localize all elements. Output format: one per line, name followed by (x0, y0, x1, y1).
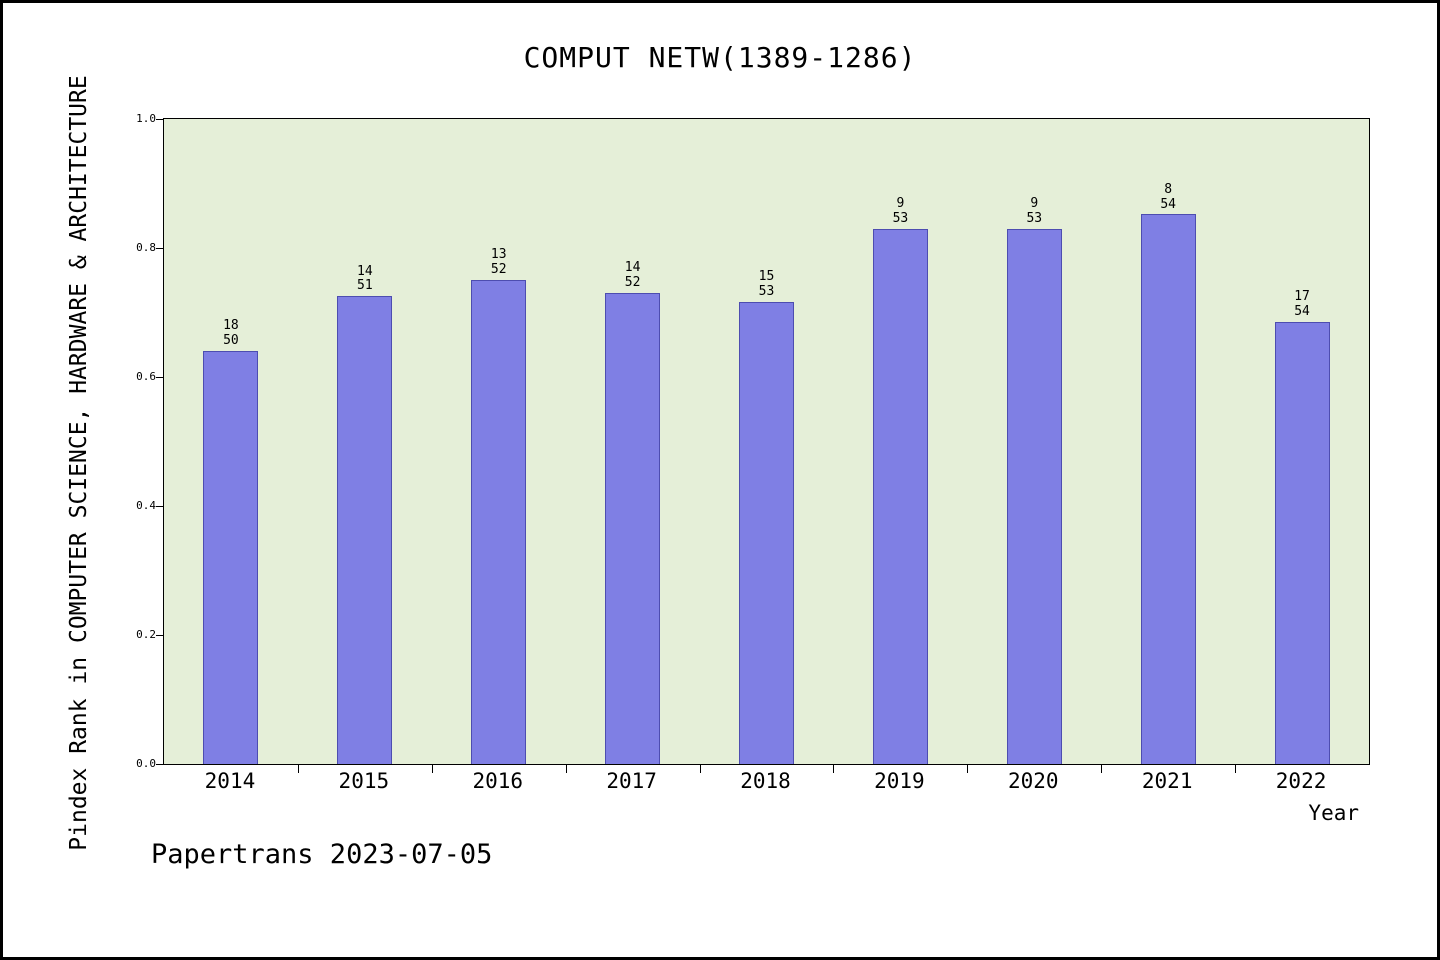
bar-value-line: 50 (223, 333, 239, 349)
bar-value-line: 14 (624, 259, 641, 275)
bar-2021 (1140, 214, 1196, 764)
bar-slot: 15 53 (700, 119, 834, 764)
bar-value-line: 53 (1026, 210, 1043, 226)
bar-2019 (872, 228, 928, 764)
bar-slot: 14 51 (298, 119, 432, 764)
bar-value-label: 15 53 (758, 268, 775, 300)
x-tick-label: 2021 (1141, 769, 1193, 793)
y-tick-label: 0.6 (136, 370, 156, 383)
x-tick-label: 2019 (874, 769, 925, 793)
y-tick-label: 1.0 (136, 112, 156, 125)
bar-value-line: 52 (490, 262, 507, 278)
bar-value-line: 54 (1160, 196, 1176, 212)
bar-value-line: 9 (896, 195, 905, 211)
bar-slot: 9 53 (833, 119, 967, 764)
bar-value-line: 53 (892, 210, 909, 226)
bar-value-label: 14 51 (357, 263, 373, 295)
y-tick-mark (156, 763, 164, 765)
bar-value-label: 13 52 (490, 247, 507, 278)
bar-2017 (605, 292, 661, 764)
x-tick-mark (431, 765, 433, 773)
bar-slot: 8 54 (1101, 119, 1235, 764)
x-tick-label: 2014 (204, 769, 256, 793)
x-tick-label: 2016 (472, 769, 524, 793)
bars-container: 18 50 14 51 13 52 14 52 15 53 9 53 9 53 8 54 17 54 (164, 119, 1369, 764)
y-tick-label: 0.4 (136, 499, 156, 512)
y-tick-label: 0.2 (136, 628, 156, 641)
x-tick-mark (1101, 765, 1103, 773)
bar-slot: 18 50 (164, 119, 298, 764)
y-tick-mark (156, 505, 164, 507)
bar-slot: 13 52 (432, 119, 566, 764)
x-tick-mark (297, 765, 299, 773)
bar-value-line: 51 (357, 278, 373, 294)
bar-2014 (203, 351, 259, 764)
y-tick-mark (156, 247, 164, 249)
bar-2022 (1274, 322, 1330, 764)
x-tick-label: 2022 (1275, 769, 1327, 793)
bar-value-line: 54 (1294, 304, 1310, 320)
x-axis-title: Year (1308, 801, 1359, 825)
bar-value-label: 14 52 (624, 259, 641, 291)
bar-slot: 9 53 (967, 119, 1101, 764)
y-tick-mark (156, 376, 164, 378)
bar-value-line: 52 (624, 274, 641, 290)
x-tick-mark (833, 765, 835, 773)
x-tick-mark (1235, 765, 1237, 773)
bar-2020 (1006, 228, 1062, 764)
y-tick-label: 0.8 (136, 241, 156, 254)
bar-value-line: 17 (1294, 289, 1310, 305)
y-axis-label: Pindex Rank in COMPUTER SCIENCE, HARDWAR… (66, 75, 92, 851)
x-tick-mark (699, 765, 701, 773)
x-tick-labels-row: 2014 2015 2016 2017 2018 2019 2020 2021 2022 (163, 769, 1368, 793)
bar-value-label: 18 50 (223, 318, 239, 349)
bar-slot: 17 54 (1235, 119, 1369, 764)
bar-value-label: 17 54 (1294, 289, 1310, 320)
bar-value-label: 9 53 (1026, 195, 1043, 227)
bar-value-line: 8 (1164, 181, 1173, 197)
y-tick-label: 0.0 (136, 757, 156, 770)
x-tick-label: 2015 (338, 769, 390, 793)
bar-2015 (337, 296, 393, 764)
x-tick-label: 2018 (740, 769, 791, 793)
x-tick-label: 2017 (606, 769, 657, 793)
plot-area: 18 50 14 51 13 52 14 52 15 53 9 53 9 53 8 54 17 54 0.0 0.2 0… (136, 112, 1370, 773)
bar-value-label: 9 53 (892, 195, 909, 227)
footer-text: Papertrans 2023-07-05 (151, 839, 493, 870)
chart-title: COMPUT NETW(1389-1286) (523, 41, 917, 74)
bar-value-line: 9 (1030, 195, 1039, 211)
x-tick-label: 2020 (1008, 769, 1059, 793)
bar-2018 (739, 301, 794, 764)
x-tick-mark (967, 765, 969, 773)
bar-value-line: 14 (357, 263, 373, 279)
x-tick-mark (565, 765, 567, 773)
bar-slot: 14 52 (566, 119, 700, 764)
bar-2016 (471, 280, 527, 764)
bar-value-label: 8 54 (1160, 181, 1176, 213)
bar-value-line: 18 (223, 318, 239, 334)
y-tick-mark (156, 634, 164, 636)
bar-value-line: 53 (758, 283, 775, 299)
bar-value-line: 15 (758, 268, 775, 284)
bar-value-line: 13 (490, 247, 507, 263)
y-tick-mark (156, 118, 164, 120)
